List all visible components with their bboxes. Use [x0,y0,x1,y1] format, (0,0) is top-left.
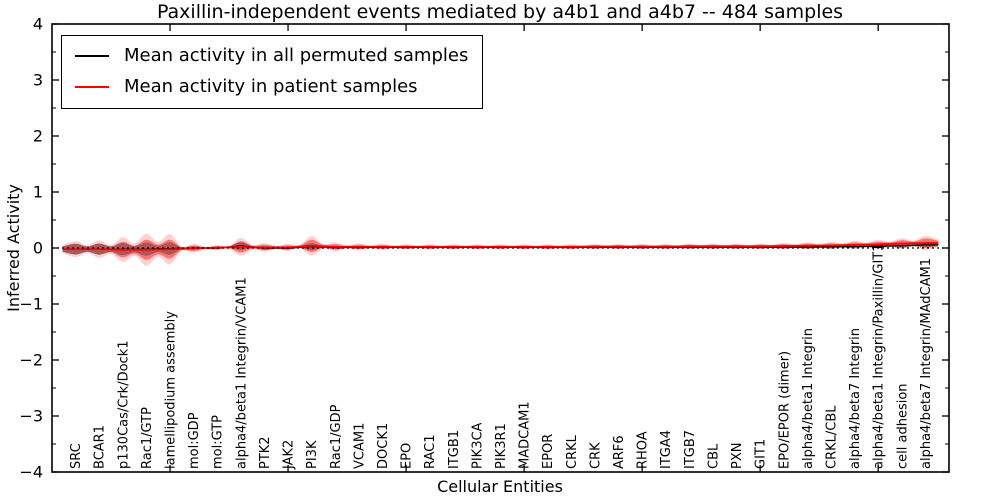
entity-tick-label: PTK2 [258,436,273,469]
permuted-line-swatch [75,54,109,57]
y-tick-label: −4 [19,463,43,482]
entity-tick-label: PIK3CA [470,422,485,469]
entity-tick-label: mol:GDP [187,412,202,469]
entity-tick-label: alpha4/beta1 Integrin [801,328,816,469]
entity-tick-label: Rac1/GDP [329,404,344,469]
entity-tick-label: ITGA4 [659,430,674,469]
y-tick-label: 3 [33,71,43,90]
chart-title: Paxillin-independent events mediated by … [156,1,844,23]
entity-tick-label: MADCAM1 [518,401,533,469]
legend-label-permuted: Mean activity in all permuted samples [124,45,469,66]
entity-tick-label: EPO [400,443,415,469]
entity-tick-label: JAK2 [282,440,297,470]
y-tick-label: 2 [33,127,43,146]
y-tick-label: −3 [19,407,43,426]
legend: Mean activity in all permuted samples Me… [61,35,484,109]
patient-violin-halo [62,233,939,266]
entity-tick-label: alpha4/beta1 Integrin/VCAM1 [234,277,249,469]
y-tick-label: 4 [33,15,43,34]
y-tick-label: −1 [19,295,43,314]
entity-tick-label: ITGB1 [447,430,462,469]
legend-item-patient: Mean activity in patient samples [75,72,468,101]
y-tick-label: 1 [33,183,43,202]
entity-tick-label: EPOR [541,434,556,469]
legend-label-patient: Mean activity in patient samples [124,76,418,97]
entity-tick-label: BCAR1 [93,425,108,469]
permuted-violin-band [62,242,939,256]
entity-tick-label: CRKL/CBL [825,405,840,469]
entity-tick-label: p130Cas/Crk/Dock1 [116,340,131,469]
entity-tick-label: DOCK1 [376,423,391,469]
entity-tick-label: EPO/EPOR (dimer) [777,351,792,469]
entity-tick-label: alpha4/beta7 Integrin/MAdCAM1 [919,258,934,469]
y-axis-label: Inferred Activity [4,184,23,312]
entity-tick-label: CRKL [565,434,580,469]
entity-tick-label: PIK3R1 [494,423,509,469]
entity-tick-label: Rac1/GTP [140,407,155,469]
entity-tick-label: ARF6 [612,435,627,469]
entity-tick-label: ITGB7 [683,430,698,469]
entity-tick-label: SRC [69,443,84,469]
patient-line-swatch [75,85,109,88]
entity-tick-label: alpha4/beta7 Integrin [848,328,863,469]
entity-tick-label: CBL [706,443,721,469]
entity-tick-label: CRK [588,442,603,469]
entity-tick-label: VCAM1 [352,423,367,469]
entity-tick-label: PI3K [305,440,320,469]
y-tick-label: 0 [33,239,43,258]
entity-tick-label: lamellipodium assembly [164,311,179,469]
entity-tick-label: alpha4/beta1 Integrin/Paxillin/GIT1 [872,243,887,469]
patient-violin-band [62,238,939,260]
entity-tick-label: RHOA [636,431,651,469]
entity-tick-label: RAC1 [423,434,438,469]
entity-tick-label: cell adhesion [895,383,910,469]
entity-tick-label: GIT1 [754,439,769,469]
entity-tick-label: PXN [730,443,745,469]
x-axis-label: Cellular Entities [437,477,563,496]
legend-item-permuted: Mean activity in all permuted samples [75,41,468,70]
y-tick-label: −2 [19,351,43,370]
entity-tick-label: mol:GTP [211,415,226,469]
